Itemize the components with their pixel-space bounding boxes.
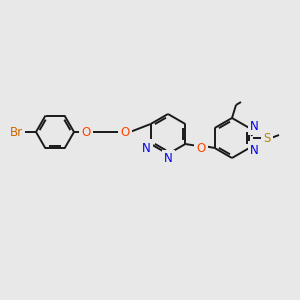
Text: S: S xyxy=(263,131,271,145)
Text: Br: Br xyxy=(9,125,22,139)
Text: O: O xyxy=(81,125,91,139)
Text: O: O xyxy=(120,125,130,139)
Text: N: N xyxy=(250,143,259,157)
Text: N: N xyxy=(142,142,151,154)
Text: N: N xyxy=(164,152,172,166)
Text: O: O xyxy=(196,142,206,154)
Text: N: N xyxy=(250,119,259,133)
